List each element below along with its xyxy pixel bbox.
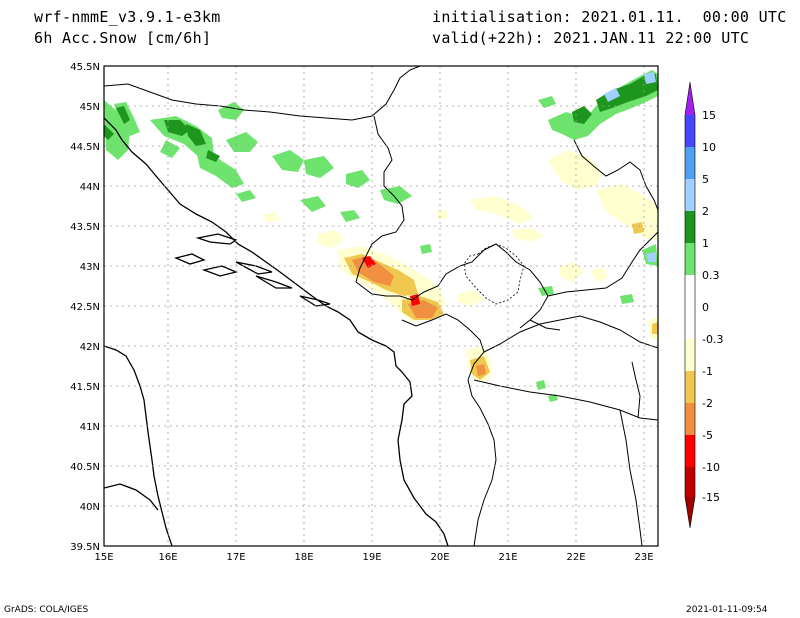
- grid-lines: [104, 66, 658, 546]
- legend-label: 0.3: [702, 269, 720, 282]
- legend-swatch: [685, 403, 695, 435]
- legend-swatch: [685, 211, 695, 243]
- color-legend: 15 10 5 2 1 0.3 0 -0.3 -1 -2 -5 -10 -15: [684, 81, 723, 529]
- legend-swatch: [685, 115, 695, 147]
- valid-time: valid(+22h): 2021.JAN.11 22:00 UTC: [432, 29, 750, 47]
- lat-label: 40.5N: [70, 462, 100, 473]
- init-time: initialisation: 2021.01.11. 00:00 UTC: [432, 8, 787, 26]
- legend-labels: 15 10 5 2 1 0.3 0 -0.3 -1 -2 -5 -10 -15: [702, 109, 723, 504]
- legend-swatch: [685, 275, 695, 339]
- legend-label: 0: [702, 301, 709, 314]
- legend-label: 5: [702, 173, 709, 186]
- lat-label: 42N: [80, 342, 100, 353]
- legend-outline: [684, 81, 696, 529]
- legend-arrow-top: [685, 82, 695, 115]
- lat-label: 43.5N: [70, 222, 100, 233]
- footer-timestamp: 2021-01-11-09:54: [686, 605, 768, 615]
- legend-swatch: [685, 179, 695, 211]
- lat-label: 40N: [80, 502, 100, 513]
- model-title: wrf-nmmE_v3.9.1-e3km: [34, 8, 221, 26]
- legend-label: 1: [702, 237, 709, 250]
- legend-arrow-bottom: [685, 497, 695, 528]
- lat-label: 45N: [80, 102, 100, 113]
- legend-swatch: [685, 147, 695, 179]
- legend-label: 10: [702, 141, 716, 154]
- lon-label: 21E: [498, 552, 517, 563]
- legend-swatch: [685, 467, 695, 497]
- country-borders: [104, 66, 658, 546]
- snow-melt-5: [362, 256, 420, 306]
- legend-label: -15: [702, 491, 720, 504]
- lon-axis: 15E 16E 17E 18E 19E 20E 21E 22E 23E: [94, 552, 653, 563]
- lat-label: 44.5N: [70, 142, 100, 153]
- legend-label: -10: [702, 461, 720, 474]
- province-borders: [463, 243, 525, 305]
- lon-label: 18E: [294, 552, 313, 563]
- lat-axis: 45.5N 45N 44.5N 44N 43.5N 43N 42.5N 42N …: [70, 62, 100, 553]
- footer-credit: GrADS: COLA/IGES: [4, 605, 89, 615]
- lat-label: 43N: [80, 262, 100, 273]
- legend-swatch: [685, 243, 695, 275]
- lon-label: 15E: [94, 552, 113, 563]
- snow-accum-mid: [104, 74, 658, 162]
- legend-swatch: [685, 435, 695, 467]
- legend-label: 2: [702, 205, 709, 218]
- map-border: [103, 65, 659, 547]
- lat-label: 41.5N: [70, 382, 100, 393]
- legend-label: -0.3: [702, 333, 723, 346]
- lat-label: 45.5N: [70, 62, 100, 73]
- lat-label: 39.5N: [70, 542, 100, 553]
- lat-label: 41N: [80, 422, 100, 433]
- lon-label: 19E: [362, 552, 381, 563]
- lon-label: 20E: [430, 552, 449, 563]
- lon-label: 17E: [226, 552, 245, 563]
- legend-label: 15: [702, 109, 716, 122]
- lon-label: 22E: [566, 552, 585, 563]
- legend-label: -2: [702, 397, 713, 410]
- legend-swatch: [685, 371, 695, 403]
- legend-label: -1: [702, 365, 713, 378]
- lon-label: 23E: [634, 552, 653, 563]
- legend-swatch: [685, 339, 695, 371]
- variable-title: 6h Acc.Snow [cm/6h]: [34, 29, 212, 47]
- legend-label: -5: [702, 429, 713, 442]
- coastlines: [104, 117, 449, 546]
- lon-label: 16E: [158, 552, 177, 563]
- lat-label: 44N: [80, 182, 100, 193]
- lat-label: 42.5N: [70, 302, 100, 313]
- snow-accum-high: [604, 72, 656, 262]
